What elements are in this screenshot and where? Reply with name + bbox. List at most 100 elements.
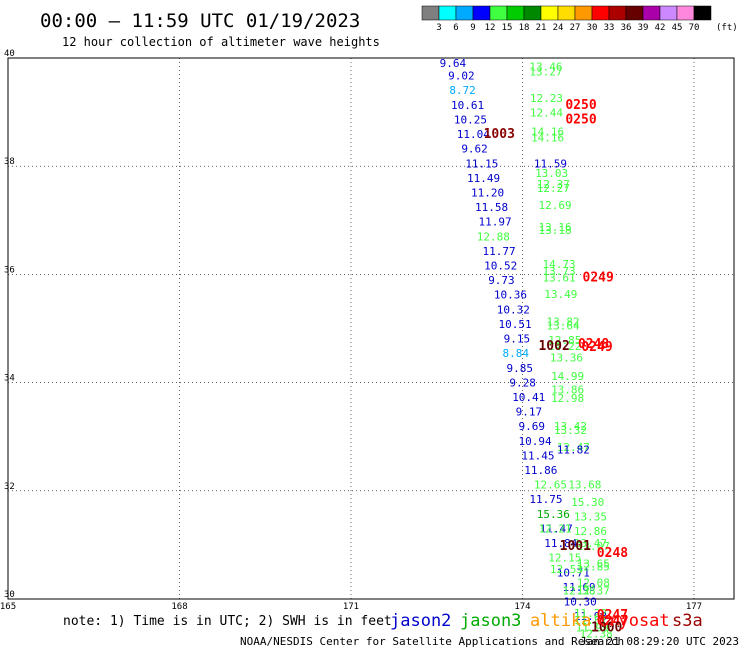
wave-height-value: 12.15 bbox=[548, 552, 581, 565]
legend-label: 33 bbox=[604, 23, 615, 33]
legend-label: 15 bbox=[502, 23, 513, 33]
pass-time-label: 1002 bbox=[538, 339, 569, 354]
pass-time-label: 0247 bbox=[597, 608, 628, 623]
legend-swatch bbox=[676, 5, 695, 21]
y-tick-label: 32 bbox=[4, 482, 15, 492]
legend-swatch bbox=[421, 5, 440, 21]
wave-height-value: 14.16 bbox=[531, 131, 564, 144]
satellite-altika: altika bbox=[530, 611, 591, 631]
wave-height-value: 9.02 bbox=[448, 70, 475, 83]
wave-height-value: 12.23 bbox=[530, 92, 563, 105]
legend-label: 27 bbox=[570, 23, 581, 33]
wave-height-value: 10.36 bbox=[494, 289, 527, 302]
wave-height-value: 14.16 bbox=[531, 125, 564, 138]
wave-height-value: 8.72 bbox=[449, 84, 476, 97]
wave-height-value: 11.99 bbox=[576, 621, 609, 634]
legend-label: 42 bbox=[655, 23, 666, 33]
satellite-cryosat: cryosat bbox=[598, 611, 670, 631]
legend-swatch bbox=[455, 5, 474, 21]
pass-time-label: 0250 bbox=[565, 98, 596, 113]
wave-height-value: 11.84 bbox=[544, 537, 577, 550]
wave-height-value: 15.30 bbox=[571, 496, 604, 509]
wave-height-value: 13.32 bbox=[554, 424, 587, 437]
wave-height-value: 13.36 bbox=[550, 352, 583, 365]
wave-height-value: 13.42 bbox=[554, 420, 587, 433]
pass-time-label: 1003 bbox=[484, 127, 515, 142]
wave-height-value: 9.17 bbox=[516, 406, 543, 419]
legend-label: 36 bbox=[621, 23, 632, 33]
y-tick-label: 30 bbox=[4, 590, 15, 600]
wave-height-value: 12.38 bbox=[580, 627, 613, 640]
y-tick-label: 38 bbox=[4, 157, 15, 167]
legend-swatch bbox=[591, 5, 610, 21]
x-tick-label: 177 bbox=[686, 602, 702, 612]
legend-label: 39 bbox=[638, 23, 649, 33]
legend-swatch bbox=[506, 5, 525, 21]
wave-height-value: 12.44 bbox=[530, 106, 563, 119]
wave-height-value: 14.22 bbox=[548, 340, 581, 353]
plot-area bbox=[7, 57, 735, 600]
plot-frame bbox=[7, 57, 735, 600]
x-tick-label: 171 bbox=[343, 602, 359, 612]
legend-label: 30 bbox=[587, 23, 598, 33]
wave-height-value: 11.77 bbox=[482, 245, 515, 258]
wave-height-value: 13.73 bbox=[542, 265, 575, 278]
chart-title: 00:00 – 11:59 UTC 01/19/2023 bbox=[40, 10, 360, 32]
wave-height-value: 13.65 bbox=[577, 558, 610, 571]
wave-height-value: 11.59 bbox=[534, 157, 567, 170]
wave-height-value: 11.69 bbox=[563, 581, 596, 594]
legend-swatch bbox=[489, 5, 508, 21]
chart-subtitle: 12 hour collection of altimeter wave hei… bbox=[62, 35, 380, 49]
wave-height-value: 12.37 bbox=[577, 585, 610, 598]
y-tick-label: 40 bbox=[4, 49, 15, 59]
wave-height-value: 13.03 bbox=[535, 167, 568, 180]
pass-time-label: 0250 bbox=[565, 112, 596, 127]
wave-height-value: 10.52 bbox=[484, 260, 517, 273]
satellite-jason3: jason3 bbox=[460, 611, 521, 631]
pass-time-label: 1001 bbox=[560, 539, 591, 554]
wave-height-value: 9.85 bbox=[506, 362, 533, 375]
wave-height-value: 13.49 bbox=[544, 288, 577, 301]
legend-swatch bbox=[523, 5, 542, 21]
pass-time-label: 0247 bbox=[597, 614, 628, 629]
x-tick-label: 165 bbox=[0, 602, 16, 612]
legend-swatch bbox=[574, 5, 593, 21]
legend-label: 70 bbox=[689, 23, 700, 33]
wave-height-value: 11.47 bbox=[540, 522, 573, 535]
wave-height-value: 12.98 bbox=[551, 392, 584, 405]
satellite-legend: jason2 jason3 altika cryosat s3a bbox=[390, 611, 703, 631]
legend-label: 9 bbox=[470, 23, 475, 33]
color-legend: 3 6 9 12 15 18 21 24 27 30 33 36 39 42 45 70 bbox=[421, 5, 712, 33]
wave-height-value: 11.20 bbox=[471, 186, 504, 199]
legend-swatch bbox=[625, 5, 644, 21]
legend-unit: (ft) bbox=[716, 23, 738, 33]
wave-height-value: 13.35 bbox=[574, 511, 607, 524]
wave-height-value: 12.47 bbox=[557, 441, 590, 454]
wave-height-value: 11.98 bbox=[574, 610, 607, 623]
wave-height-value: 10.71 bbox=[557, 566, 590, 579]
wave-height-value: 12.86 bbox=[574, 525, 607, 538]
wave-height-value: 13.16 bbox=[538, 221, 571, 234]
wave-height-value: 14.73 bbox=[542, 258, 575, 271]
legend-label: 45 bbox=[672, 23, 683, 33]
wave-height-value: 11.81 bbox=[574, 614, 607, 627]
legend-swatch bbox=[540, 5, 559, 21]
wave-height-value: 10.94 bbox=[518, 435, 551, 448]
wave-height-value: 13.07 bbox=[577, 540, 610, 553]
wave-height-value: 12.21 bbox=[538, 522, 571, 535]
pass-time-label: 0248 bbox=[597, 546, 628, 561]
grid bbox=[8, 58, 734, 599]
x-tick-label: 174 bbox=[514, 602, 530, 612]
legend-label: 12 bbox=[485, 23, 496, 33]
y-tick-label: 36 bbox=[4, 265, 15, 275]
wave-height-value: 14.99 bbox=[551, 370, 584, 383]
wave-height-value: 12.88 bbox=[477, 230, 510, 243]
pass-time-label: 0248 bbox=[578, 337, 609, 352]
note: note: 1) Time is in UTC; 2) SWH is in fe… bbox=[63, 614, 392, 629]
legend-swatch bbox=[608, 5, 627, 21]
satellite-jason2: jason2 bbox=[390, 611, 451, 631]
wave-height-value: 9.69 bbox=[518, 420, 545, 433]
wave-height-value: 13.86 bbox=[551, 383, 584, 396]
